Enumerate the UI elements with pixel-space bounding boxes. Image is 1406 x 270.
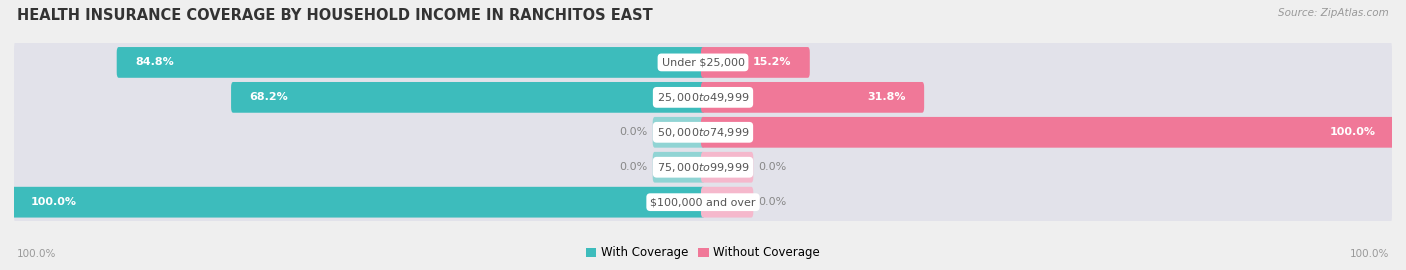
Text: 84.8%: 84.8%: [135, 58, 174, 68]
Text: 100.0%: 100.0%: [31, 197, 76, 207]
FancyBboxPatch shape: [14, 178, 1392, 226]
FancyBboxPatch shape: [14, 143, 1392, 191]
Text: HEALTH INSURANCE COVERAGE BY HOUSEHOLD INCOME IN RANCHITOS EAST: HEALTH INSURANCE COVERAGE BY HOUSEHOLD I…: [17, 8, 652, 23]
Text: 0.0%: 0.0%: [620, 127, 648, 137]
Text: $50,000 to $74,999: $50,000 to $74,999: [657, 126, 749, 139]
Text: 31.8%: 31.8%: [868, 92, 905, 102]
FancyBboxPatch shape: [14, 108, 1392, 156]
Text: 68.2%: 68.2%: [250, 92, 288, 102]
Text: $75,000 to $99,999: $75,000 to $99,999: [657, 161, 749, 174]
FancyBboxPatch shape: [231, 82, 704, 113]
Text: 100.0%: 100.0%: [1330, 127, 1375, 137]
FancyBboxPatch shape: [652, 117, 704, 148]
Text: $25,000 to $49,999: $25,000 to $49,999: [657, 91, 749, 104]
Text: 0.0%: 0.0%: [620, 162, 648, 172]
FancyBboxPatch shape: [117, 47, 704, 78]
FancyBboxPatch shape: [702, 152, 754, 183]
Text: 100.0%: 100.0%: [1350, 249, 1389, 259]
FancyBboxPatch shape: [702, 187, 754, 218]
Text: 15.2%: 15.2%: [752, 58, 792, 68]
FancyBboxPatch shape: [702, 47, 810, 78]
Text: 0.0%: 0.0%: [758, 197, 786, 207]
FancyBboxPatch shape: [14, 38, 1392, 86]
Text: 0.0%: 0.0%: [758, 162, 786, 172]
FancyBboxPatch shape: [702, 82, 924, 113]
FancyBboxPatch shape: [13, 187, 704, 218]
FancyBboxPatch shape: [702, 117, 1393, 148]
Text: Source: ZipAtlas.com: Source: ZipAtlas.com: [1278, 8, 1389, 18]
Legend: With Coverage, Without Coverage: With Coverage, Without Coverage: [581, 242, 825, 264]
Text: $100,000 and over: $100,000 and over: [650, 197, 756, 207]
Text: 100.0%: 100.0%: [17, 249, 56, 259]
Text: Under $25,000: Under $25,000: [661, 58, 745, 68]
FancyBboxPatch shape: [14, 73, 1392, 122]
FancyBboxPatch shape: [652, 152, 704, 183]
